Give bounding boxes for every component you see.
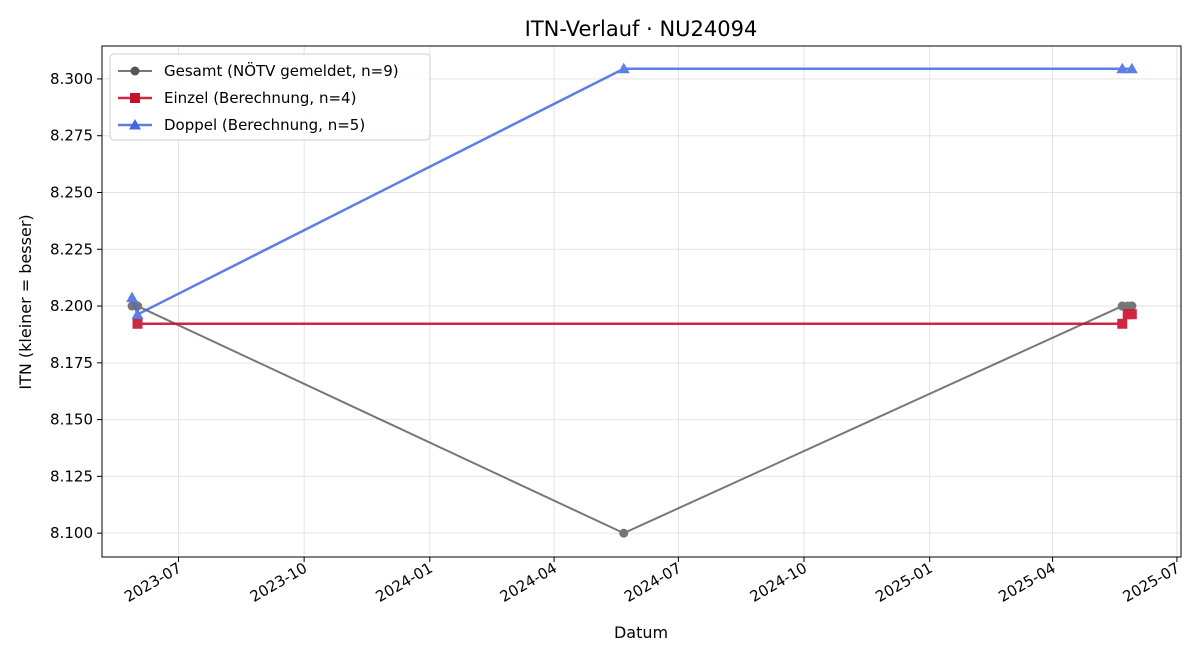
legend-marker bbox=[130, 66, 140, 76]
data-point bbox=[126, 291, 139, 303]
legend-label: Einzel (Berechnung, n=4) bbox=[164, 89, 356, 107]
x-axis-ticks: 2023-07 2023-10 2024-01 2024-04 2024-07 2024-… bbox=[121, 557, 1183, 606]
y-tick-label: 8.125 bbox=[50, 467, 93, 485]
plot-frame bbox=[101, 45, 1182, 558]
data-point bbox=[1117, 318, 1128, 329]
x-tick-label: 2025-07 bbox=[1120, 559, 1183, 606]
legend-label: Doppel (Berechnung, n=5) bbox=[164, 116, 365, 134]
x-tick-label: 2025-01 bbox=[872, 559, 935, 606]
x-axis-label: Datum bbox=[614, 623, 668, 642]
y-tick-label: 8.275 bbox=[50, 127, 93, 145]
legend-marker bbox=[130, 93, 140, 103]
data-point bbox=[132, 318, 143, 329]
data-point bbox=[1125, 62, 1138, 74]
data-point bbox=[619, 528, 629, 538]
legend-item: Einzel (Berechnung, n=4) bbox=[118, 89, 356, 107]
y-tick-label: 8.200 bbox=[50, 297, 93, 315]
x-tick-label: 2024-04 bbox=[497, 559, 560, 606]
series-1 bbox=[132, 309, 1137, 329]
y-tick-label: 8.150 bbox=[50, 411, 93, 429]
data-point bbox=[131, 308, 144, 319]
data-point bbox=[1126, 309, 1137, 320]
legend-item: Doppel (Berechnung, n=5) bbox=[118, 116, 365, 134]
legend-item: Gesamt (NÖTV gemeldet, n=9) bbox=[118, 61, 399, 80]
y-tick-label: 8.300 bbox=[50, 70, 93, 88]
y-axis-label: ITN (kleiner = besser) bbox=[16, 214, 35, 389]
legend-label: Gesamt (NÖTV gemeldet, n=9) bbox=[164, 61, 399, 80]
legend-marker bbox=[129, 119, 141, 130]
legend: Gesamt (NÖTV gemeldet, n=9) Einzel (Berec… bbox=[109, 53, 431, 141]
data-point bbox=[1127, 301, 1137, 311]
chart-title: ITN-Verlauf · NU24094 bbox=[525, 17, 758, 41]
y-tick-label: 8.100 bbox=[50, 524, 93, 542]
legend-box bbox=[109, 53, 431, 141]
y-tick-label: 8.175 bbox=[50, 354, 93, 372]
x-tick-label: 2025-04 bbox=[995, 559, 1058, 606]
series-group bbox=[126, 62, 1138, 538]
data-point bbox=[617, 62, 630, 74]
x-tick-label: 2024-10 bbox=[747, 559, 810, 606]
y-axis-ticks: 8.100 8.125 8.150 8.175 8.200 8.225 8.250 8.275… bbox=[50, 70, 102, 542]
x-tick-label: 2024-01 bbox=[373, 559, 436, 606]
y-tick-label: 8.225 bbox=[50, 240, 93, 258]
x-tick-label: 2024-07 bbox=[621, 559, 684, 606]
x-tick-label: 2023-10 bbox=[247, 559, 310, 606]
series-2 bbox=[126, 62, 1138, 319]
data-point bbox=[1116, 62, 1129, 74]
y-tick-label: 8.250 bbox=[50, 183, 93, 201]
x-tick-label: 2023-07 bbox=[121, 559, 184, 606]
series-line bbox=[137, 312, 1132, 326]
